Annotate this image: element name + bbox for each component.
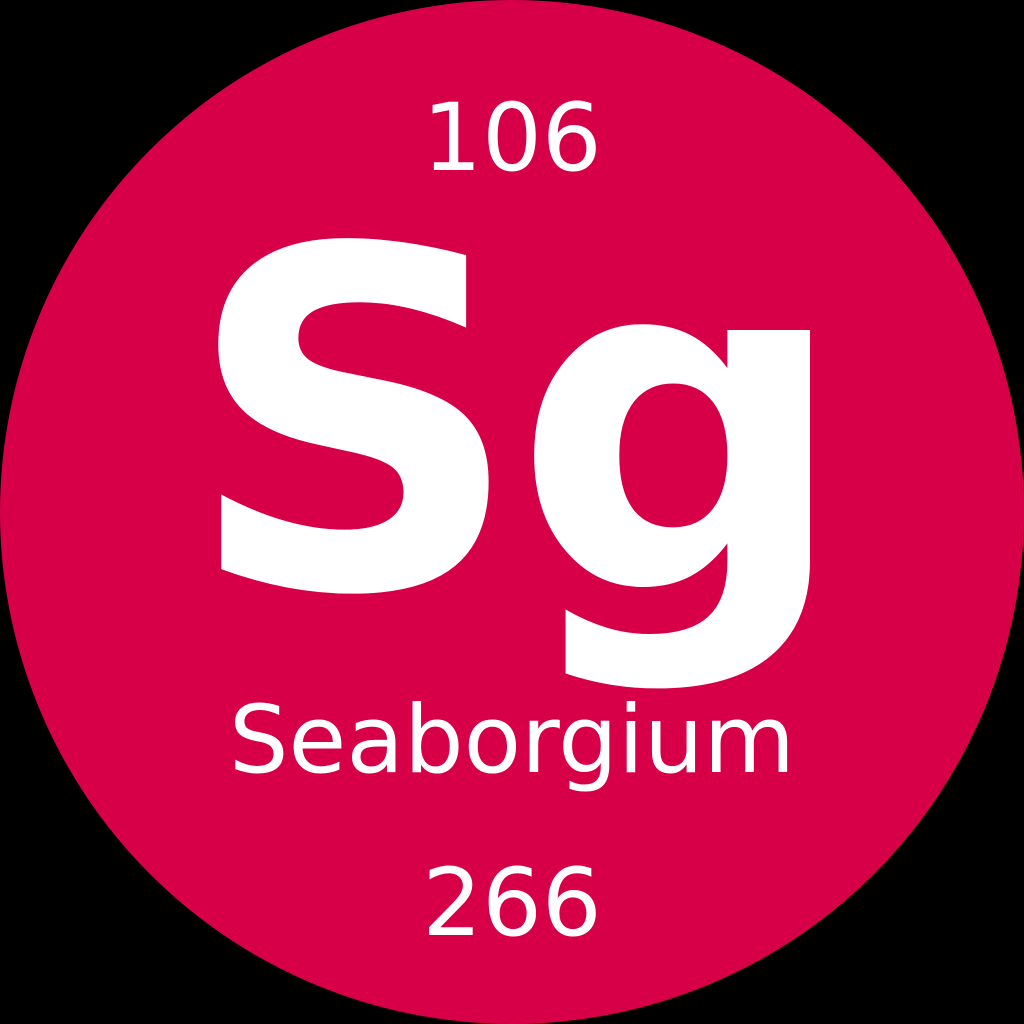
element-name: Seaborgium xyxy=(228,686,796,795)
element-symbol: Sg xyxy=(184,151,850,698)
atomic-mass: 266 xyxy=(422,849,602,958)
atomic-number: 106 xyxy=(422,84,602,193)
